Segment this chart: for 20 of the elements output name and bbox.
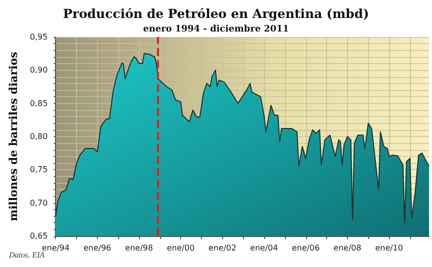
y-tick-label: 0,75 xyxy=(30,165,48,174)
x-tick-label: ene/02 xyxy=(208,244,236,252)
x-tick-label: ene/94 xyxy=(42,244,70,252)
y-tick-label: 0,70 xyxy=(30,198,48,208)
text: Datos. EIA xyxy=(8,250,45,260)
chart-title: Producción de Petróleo en Argentina (mbd) xyxy=(62,6,370,21)
y-tick-label: 0,65 xyxy=(30,232,48,240)
x-tick-label: ene/00 xyxy=(166,244,195,252)
x-tick-label: ene/96 xyxy=(83,244,112,252)
x-tick-label: ene/08 xyxy=(334,244,362,252)
chart-subtitle: enero 1994 - diciembre 2011 xyxy=(143,24,289,34)
x-tick-label: ene/06 xyxy=(292,244,320,252)
y-tick-label: 0,90 xyxy=(30,66,48,75)
x-tick-label: ene/04 xyxy=(250,244,278,252)
y-tick-label: 0,95 xyxy=(30,32,48,42)
x-tick-label: ene/10 xyxy=(375,244,404,252)
y-tick-label: 0,85 xyxy=(30,98,48,108)
x-tick-label: ene/98 xyxy=(125,244,153,252)
y-tick-label: 0,80 xyxy=(30,132,48,141)
y-axis-title: millones de barriles diarios xyxy=(7,52,20,222)
